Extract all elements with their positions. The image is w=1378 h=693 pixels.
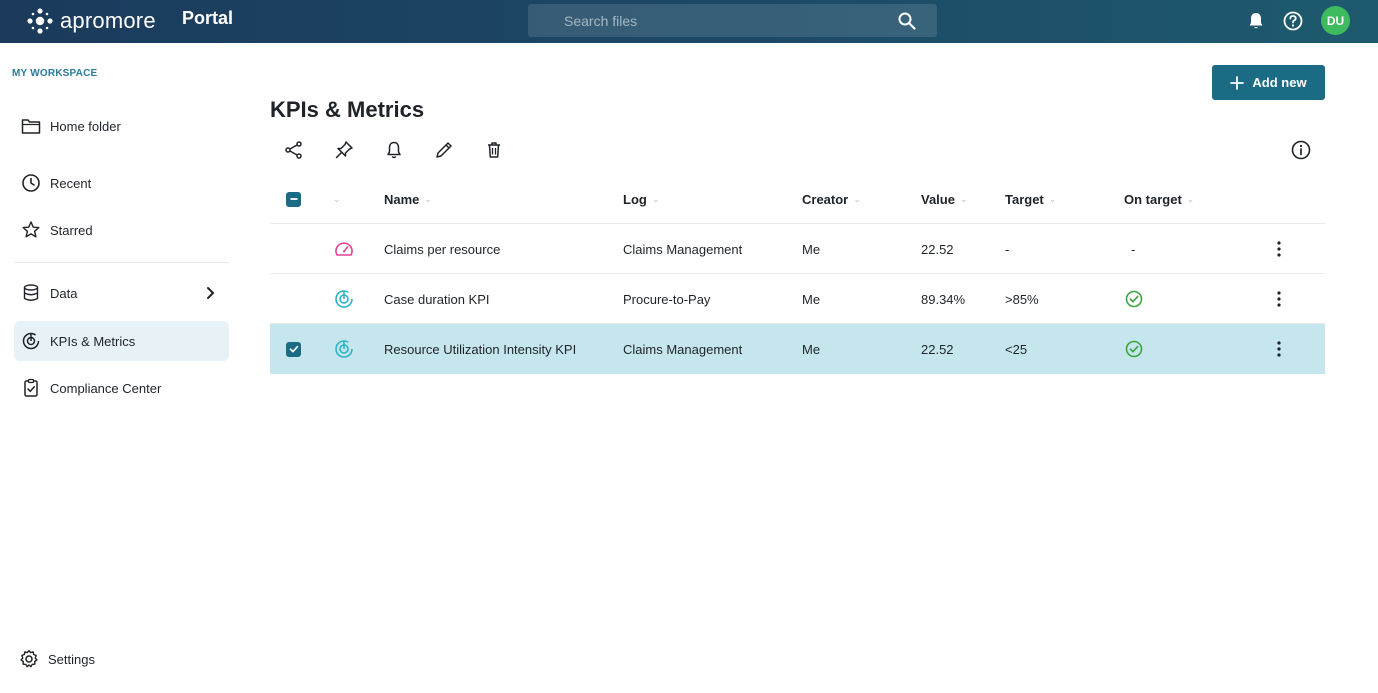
info-icon[interactable] — [1290, 139, 1312, 161]
table-row[interactable]: Case duration KPI Procure-to-Pay Me 89.3… — [270, 274, 1325, 324]
search-icon[interactable] — [897, 11, 917, 31]
column-label: Value — [921, 191, 955, 207]
sort-icon: ⌄ — [651, 193, 660, 204]
sidebar-item-label: Compliance Center — [50, 380, 162, 396]
sidebar-item-label: Starred — [50, 222, 93, 238]
star-icon — [20, 219, 42, 241]
apromore-logo-icon — [27, 8, 53, 34]
top-bar: apromore Portal DU — [0, 0, 1378, 43]
brand-name: apromore — [60, 8, 156, 33]
column-header-creator[interactable]: Creator ⌄ — [802, 174, 861, 224]
kpi-name: Case duration KPI — [384, 291, 490, 307]
column-label: On target — [1124, 191, 1182, 207]
sort-icon: ⌄ — [853, 193, 861, 204]
workspace-label: MY WORKSPACE — [12, 68, 98, 79]
kpi-target-icon — [333, 274, 355, 324]
user-avatar[interactable]: DU — [1321, 6, 1350, 35]
kpi-name: Resource Utilization Intensity KPI — [384, 341, 577, 357]
chevron-right-icon[interactable] — [201, 284, 219, 302]
kpi-creator: Me — [802, 291, 821, 307]
sidebar-item-data[interactable]: Data — [14, 273, 229, 313]
database-icon — [20, 282, 42, 304]
sidebar-item-compliance-center[interactable]: Compliance Center — [14, 368, 229, 408]
add-new-button[interactable]: Add new — [1212, 65, 1325, 100]
sort-icon: ⌄ — [1186, 193, 1195, 204]
sidebar-item-label: KPIs & Metrics — [50, 333, 136, 349]
row-menu-icon[interactable] — [1277, 224, 1281, 274]
add-new-label: Add new — [1252, 75, 1307, 90]
column-label: Target — [1005, 191, 1044, 207]
sidebar-item-home-folder[interactable]: Home folder — [14, 106, 229, 146]
on-target-check-icon — [1125, 324, 1143, 374]
delete-icon[interactable] — [483, 139, 505, 161]
kpi-value: 22.52 — [921, 341, 954, 357]
row-menu-icon[interactable] — [1277, 324, 1281, 374]
sidebar-item-label: Data — [50, 285, 78, 301]
row-checkbox[interactable] — [286, 324, 301, 374]
edit-icon[interactable] — [433, 139, 455, 161]
sort-icon: ⌄ — [1048, 193, 1057, 204]
sidebar-item-label: Recent — [50, 175, 92, 191]
column-header-value[interactable]: Value ⌄ — [921, 174, 968, 224]
plus-icon — [1230, 75, 1245, 90]
kpi-on-target: - — [1131, 241, 1136, 257]
sidebar-item-settings[interactable]: Settings — [12, 639, 227, 679]
portal-title: Portal — [182, 8, 234, 28]
sidebar-divider — [14, 262, 229, 263]
sort-icon: ⌄ — [959, 193, 968, 204]
kpi-log: Claims Management — [623, 241, 743, 257]
kpi-target: <25 — [1005, 341, 1028, 357]
gear-icon — [18, 648, 40, 670]
kpi-target: - — [1005, 241, 1010, 257]
on-target-check-icon — [1125, 274, 1143, 324]
folder-icon — [20, 115, 42, 137]
settings-label: Settings — [48, 651, 95, 667]
icon-column-sort[interactable]: ⌄ — [328, 174, 341, 224]
kpi-table: ⌄ Name ⌄ Log ⌄ Creator ⌄ Value ⌄ Target ⌄ On … — [270, 174, 1325, 374]
sort-icon: ⌄ — [333, 193, 341, 204]
gauge-icon — [333, 224, 355, 274]
sidebar-item-starred[interactable]: Starred — [14, 210, 229, 250]
sidebar-item-kpis-metrics[interactable]: KPIs & Metrics — [14, 321, 229, 361]
kpi-name: Claims per resource — [384, 241, 501, 257]
column-label: Creator — [802, 191, 849, 207]
select-all-checkbox[interactable] — [286, 174, 301, 224]
kpi-value: 22.52 — [921, 241, 954, 257]
search-input[interactable] — [528, 4, 888, 37]
table-header-row: ⌄ Name ⌄ Log ⌄ Creator ⌄ Value ⌄ Target ⌄ On … — [270, 174, 1325, 224]
table-row[interactable]: Claims per resource Claims Management Me… — [270, 224, 1325, 274]
kpi-icon — [20, 330, 42, 352]
clipboard-check-icon — [20, 377, 42, 399]
column-label: Log — [623, 191, 647, 207]
column-header-on-target[interactable]: On target ⌄ — [1124, 174, 1194, 224]
sidebar-item-recent[interactable]: Recent — [14, 163, 229, 203]
kpi-creator: Me — [802, 241, 821, 257]
column-header-name[interactable]: Name ⌄ — [384, 174, 432, 224]
kpi-target-icon — [333, 324, 355, 374]
help-icon[interactable] — [1282, 10, 1304, 32]
kpi-creator: Me — [802, 341, 821, 357]
column-header-log[interactable]: Log ⌄ — [623, 174, 659, 224]
sidebar-item-label: Home folder — [50, 118, 121, 134]
clock-icon — [20, 172, 42, 194]
pin-icon[interactable] — [333, 139, 355, 161]
brand-logo[interactable]: apromore — [26, 7, 156, 35]
kpi-log: Procure-to-Pay — [623, 291, 711, 307]
sort-icon: ⌄ — [424, 193, 432, 204]
search-box — [528, 4, 937, 37]
kpi-log: Claims Management — [623, 341, 743, 357]
row-menu-icon[interactable] — [1277, 274, 1281, 324]
page-title: KPIs & Metrics — [270, 97, 425, 122]
bell-icon[interactable] — [383, 139, 405, 161]
bell-icon[interactable] — [1245, 10, 1267, 32]
share-icon[interactable] — [283, 139, 305, 161]
kpi-target: >85% — [1005, 291, 1039, 307]
column-label: Name — [384, 191, 420, 207]
column-header-target[interactable]: Target ⌄ — [1005, 174, 1056, 224]
kpi-value: 89.34% — [921, 291, 966, 307]
table-row[interactable]: Resource Utilization Intensity KPI Claim… — [270, 324, 1325, 374]
